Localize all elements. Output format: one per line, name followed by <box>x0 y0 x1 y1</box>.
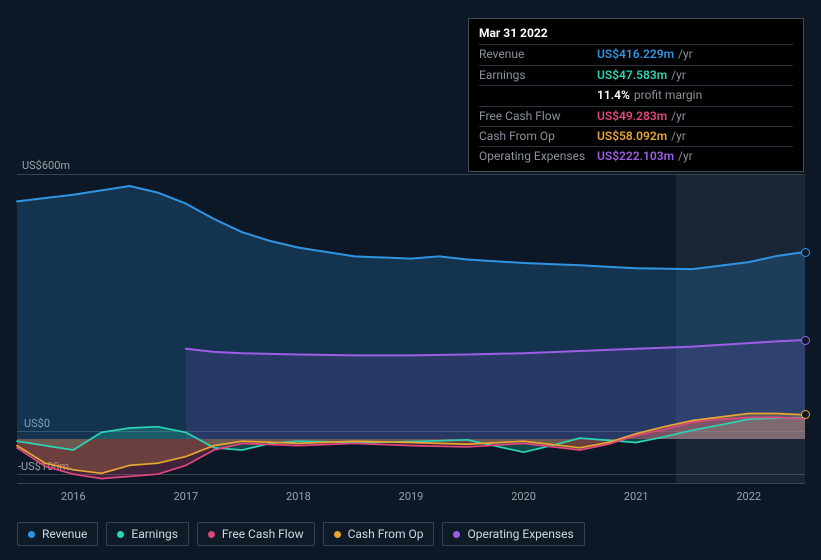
legend-free-cash-flow[interactable]: Free Cash Flow <box>197 522 315 546</box>
tooltip-key: Operating Expenses <box>479 148 597 165</box>
legend: Revenue Earnings Free Cash Flow Cash From O… <box>17 522 585 546</box>
legend-label: Earnings <box>131 527 178 541</box>
tooltip-row-cash-from-op: Cash From OpUS$58.092m/yr <box>479 126 793 146</box>
legend-dot-icon <box>117 531 124 538</box>
tooltip-key: Free Cash Flow <box>479 108 597 125</box>
tooltip-value: US$49.283m <box>597 108 667 125</box>
x-tick-2018: 2018 <box>286 490 311 503</box>
tooltip-key: Earnings <box>479 67 597 84</box>
x-tick-2022: 2022 <box>736 490 761 503</box>
marker-cash-from-op <box>801 410 810 419</box>
tooltip-row-free-cash-flow: Free Cash FlowUS$49.283m/yr <box>479 106 793 126</box>
marker-operating-expenses <box>801 336 810 345</box>
legend-label: Revenue <box>42 527 87 541</box>
legend-earnings[interactable]: Earnings <box>106 522 189 546</box>
tooltip-value: US$416.229m <box>597 46 674 63</box>
tooltip-unit: /yr <box>671 108 686 125</box>
legend-dot-icon <box>453 531 460 538</box>
legend-cash-from-op[interactable]: Cash From Op <box>323 522 435 546</box>
tooltip-key: Cash From Op <box>479 128 597 145</box>
tooltip-row-revenue: RevenueUS$416.229m/yr <box>479 44 793 64</box>
x-tick-2020: 2020 <box>511 490 536 503</box>
tooltip-unit: profit margin <box>634 87 702 104</box>
tooltip-row-margin: 11.4%profit margin <box>479 85 793 105</box>
tooltip-value: US$47.583m <box>597 67 667 84</box>
legend-operating-expenses[interactable]: Operating Expenses <box>442 522 584 546</box>
legend-dot-icon <box>28 531 35 538</box>
tooltip-value: 11.4% <box>597 87 630 104</box>
legend-label: Cash From Op <box>348 527 424 541</box>
tooltip-value: US$58.092m <box>597 128 667 145</box>
tooltip-row-operating-expenses: Operating ExpensesUS$222.103m/yr <box>479 146 793 166</box>
x-tick-2019: 2019 <box>399 490 424 503</box>
tooltip-key: Revenue <box>479 46 597 63</box>
tooltip-unit: /yr <box>671 67 686 84</box>
tooltip-unit: /yr <box>671 128 686 145</box>
legend-label: Operating Expenses <box>467 527 573 541</box>
chart-tooltip: Mar 31 2022 RevenueUS$416.229m/yrEarning… <box>468 18 804 172</box>
legend-label: Free Cash Flow <box>222 527 304 541</box>
legend-dot-icon <box>208 531 215 538</box>
tooltip-value: US$222.103m <box>597 148 674 165</box>
x-tick-2016: 2016 <box>61 490 86 503</box>
x-tick-2017: 2017 <box>173 490 198 503</box>
legend-dot-icon <box>334 531 341 538</box>
tooltip-unit: /yr <box>678 46 693 63</box>
x-tick-2021: 2021 <box>624 490 649 503</box>
marker-revenue <box>801 248 810 257</box>
tooltip-row-earnings: EarningsUS$47.583m/yr <box>479 65 793 85</box>
tooltip-unit: /yr <box>678 148 693 165</box>
legend-revenue[interactable]: Revenue <box>17 522 98 546</box>
tooltip-date: Mar 31 2022 <box>479 25 793 42</box>
